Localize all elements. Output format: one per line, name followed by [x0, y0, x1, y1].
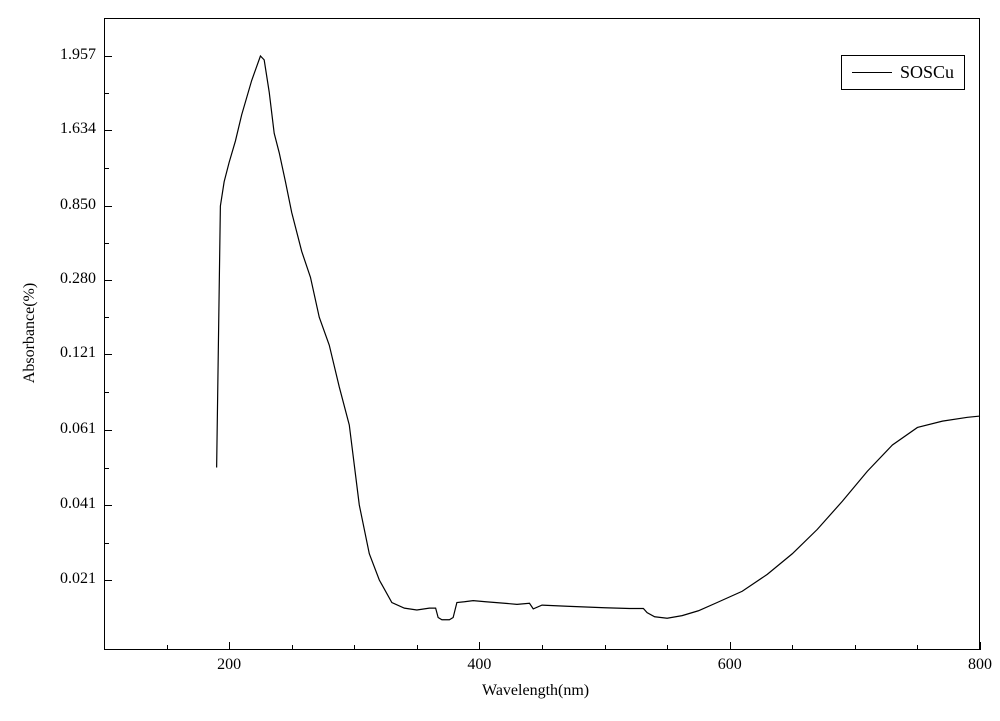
y-tick-label: 0.280: [36, 270, 96, 288]
y-tick-minor: [104, 392, 109, 393]
y-tick-label: 1.957: [36, 46, 96, 64]
y-tick-major: [104, 130, 112, 131]
y-tick-major: [104, 354, 112, 355]
legend-box: SOSCu: [841, 55, 965, 90]
x-tick-minor: [292, 645, 293, 650]
y-tick-minor: [104, 93, 109, 94]
x-tick-minor: [417, 645, 418, 650]
y-tick-minor: [104, 168, 109, 169]
series-line: [217, 56, 980, 620]
y-axis-label: Absorbance(%): [21, 273, 39, 393]
y-tick-label: 1.634: [36, 120, 96, 138]
y-tick-minor: [104, 243, 109, 244]
x-tick-major: [730, 642, 731, 650]
y-tick-major: [104, 56, 112, 57]
y-tick-label: 0.021: [36, 570, 96, 588]
y-tick-major: [104, 505, 112, 506]
line-plot-svg: [0, 0, 1000, 721]
x-tick-major: [980, 642, 981, 650]
legend-label: SOSCu: [900, 62, 954, 83]
x-tick-minor: [354, 645, 355, 650]
y-tick-major: [104, 206, 112, 207]
x-tick-minor: [917, 645, 918, 650]
x-tick-major: [479, 642, 480, 650]
x-tick-minor: [667, 645, 668, 650]
x-tick-label: 400: [454, 656, 504, 674]
x-tick-label: 200: [204, 656, 254, 674]
x-tick-label: 800: [955, 656, 1000, 674]
legend-line-sample: [852, 72, 892, 73]
y-tick-major: [104, 280, 112, 281]
x-tick-minor: [792, 645, 793, 650]
spectrum-chart: Absorbance(%) Wavelength(nm) 0.021 0.041 0…: [0, 0, 1000, 721]
x-tick-minor: [605, 645, 606, 650]
y-tick-label: 0.041: [36, 495, 96, 513]
x-tick-minor: [855, 645, 856, 650]
x-tick-minor: [167, 645, 168, 650]
y-tick-major: [104, 580, 112, 581]
y-tick-minor: [104, 468, 109, 469]
y-tick-major: [104, 430, 112, 431]
x-tick-major: [229, 642, 230, 650]
y-tick-label: 0.121: [36, 344, 96, 362]
y-tick-minor: [104, 543, 109, 544]
x-axis-label: Wavelength(nm): [482, 682, 589, 700]
x-tick-minor: [542, 645, 543, 650]
y-tick-label: 0.850: [36, 196, 96, 214]
x-tick-label: 600: [705, 656, 755, 674]
y-tick-minor: [104, 317, 109, 318]
y-tick-label: 0.061: [36, 420, 96, 438]
